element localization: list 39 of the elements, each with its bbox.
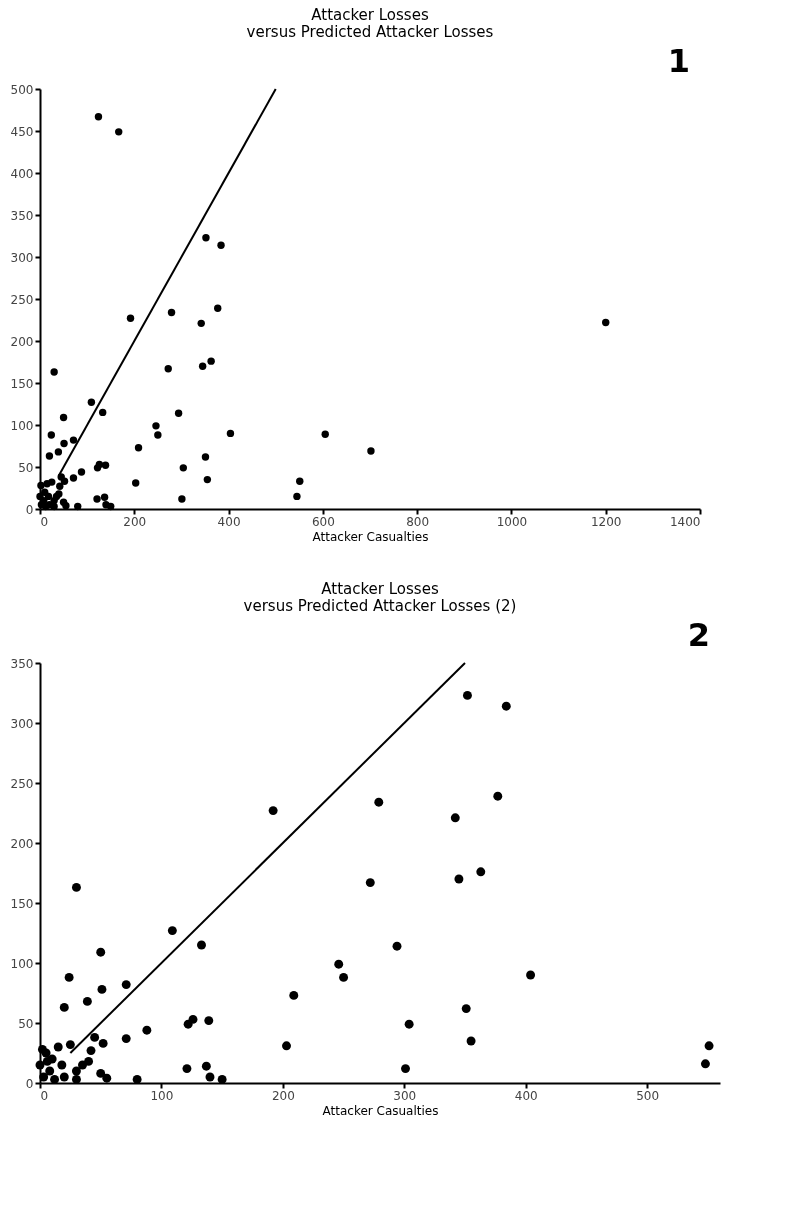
y-tick-label: 100 xyxy=(10,956,34,971)
y-tick-label: 0 xyxy=(25,502,34,517)
y-tick-label: 250 xyxy=(10,292,34,307)
x-axis-title: Attacker Casualties xyxy=(322,1103,439,1118)
x-tick-label: 500 xyxy=(636,1088,660,1103)
x-tick-label: 1200 xyxy=(590,514,622,529)
y-tick-label: 300 xyxy=(10,250,34,265)
x-tick-label: 400 xyxy=(217,514,241,529)
x-tick-label: 100 xyxy=(150,1088,174,1103)
chart-title: Attacker Losses versus Predicted Attacker Losses (2) xyxy=(243,580,517,615)
y-tick-label: 50 xyxy=(18,460,34,475)
y-tick-label: 350 xyxy=(10,656,34,671)
x-tick-label: 1400 xyxy=(669,514,701,529)
y-tick-label: 50 xyxy=(18,1016,34,1031)
y-tick-label: 300 xyxy=(10,716,34,731)
y-tick-label: 150 xyxy=(10,896,34,911)
y-tick-label: 400 xyxy=(10,166,34,181)
y-tick-label: 250 xyxy=(10,776,34,791)
x-tick-label: 0 xyxy=(40,514,49,529)
x-tick-label: 800 xyxy=(406,514,430,529)
x-tick-label: 300 xyxy=(393,1088,417,1103)
x-tick-label: 0 xyxy=(40,1088,49,1103)
y-tick-label: 350 xyxy=(10,208,34,223)
y-tick-label: 150 xyxy=(10,376,34,391)
chart-title: Attacker Losses versus Predicted Attacker Losses xyxy=(246,6,494,41)
x-tick-label: 200 xyxy=(271,1088,295,1103)
y-tick-label: 0 xyxy=(25,1076,34,1091)
y-tick-label: 200 xyxy=(10,836,34,851)
x-axis-title: Attacker Casualties xyxy=(312,529,429,544)
y-tick-label: 200 xyxy=(10,334,34,349)
x-tick-label: 400 xyxy=(514,1088,538,1103)
y-tick-label: 500 xyxy=(10,82,34,97)
x-tick-label: 600 xyxy=(311,514,335,529)
text: 2 xyxy=(687,616,710,654)
y-tick-label: 100 xyxy=(10,418,34,433)
x-tick-label: 1000 xyxy=(496,514,528,529)
y-tick-label: 450 xyxy=(10,124,34,139)
text: 1 xyxy=(667,42,690,80)
x-tick-label: 200 xyxy=(123,514,147,529)
